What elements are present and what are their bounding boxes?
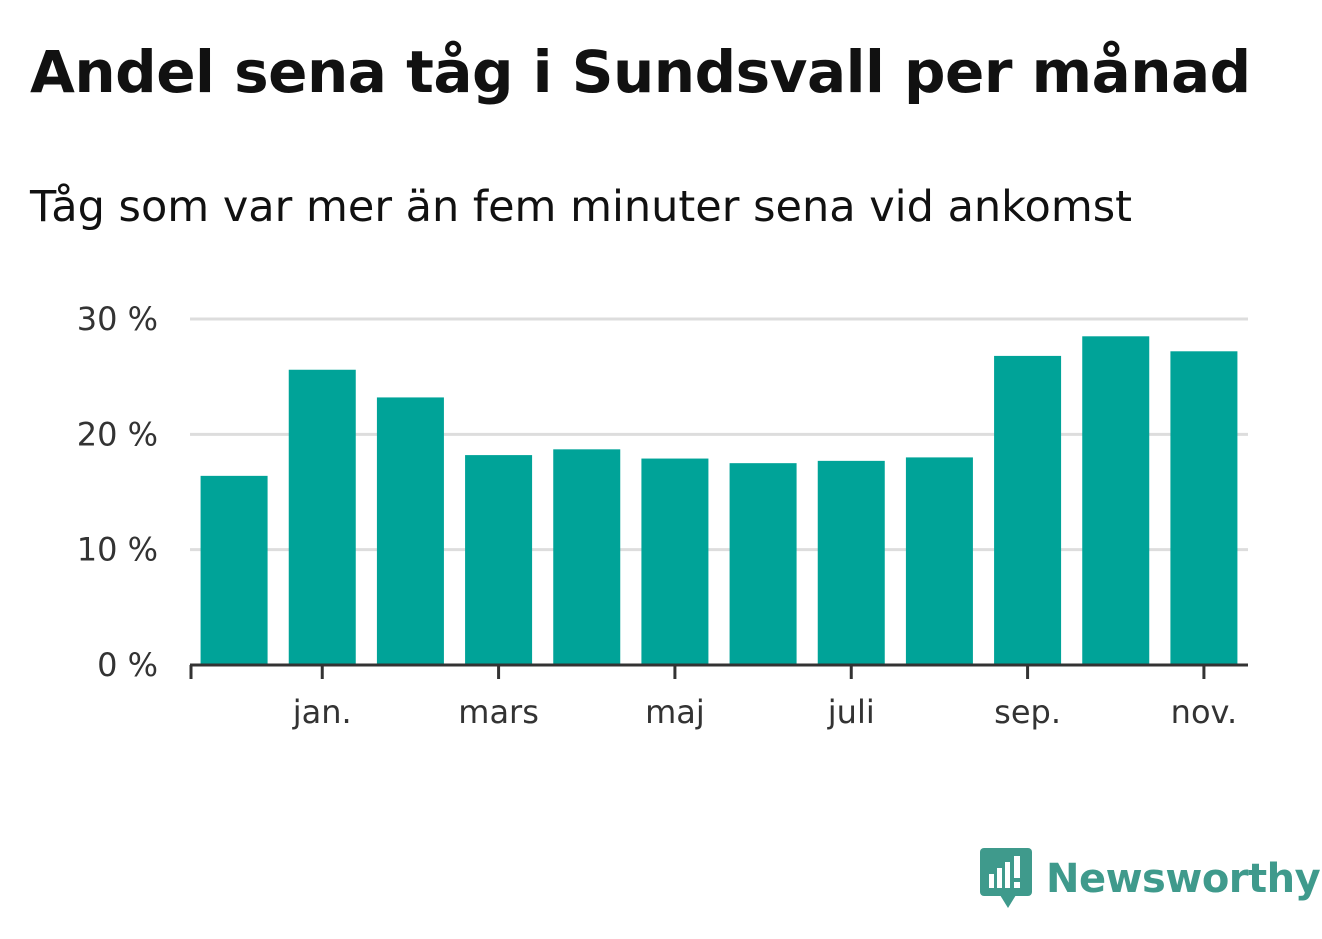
bar-juni bbox=[729, 463, 797, 665]
newsworthy-logo-icon bbox=[980, 848, 1032, 908]
bar-juli bbox=[817, 460, 885, 665]
x-tick-label: sep. bbox=[994, 693, 1061, 731]
bar-dec bbox=[200, 475, 268, 665]
bar-maj bbox=[641, 458, 709, 665]
grid-lines bbox=[190, 317, 1248, 552]
bar-aug bbox=[905, 457, 973, 665]
bar-mars bbox=[465, 455, 533, 665]
x-tick-label: juli bbox=[827, 693, 875, 731]
y-axis-labels: 0 % 10 % 20 % 30 % bbox=[77, 300, 158, 684]
bar-nov bbox=[1170, 351, 1238, 665]
x-tick-label: mars bbox=[458, 693, 539, 731]
y-tick-label: 20 % bbox=[77, 415, 158, 453]
bar-jan bbox=[288, 369, 356, 665]
x-tick-label: nov. bbox=[1171, 693, 1237, 731]
bars bbox=[200, 336, 1238, 665]
bar-chart: 0 % 10 % 20 % 30 % jan. mars maj juli sep. nov. bbox=[77, 300, 1248, 731]
bar-apr bbox=[553, 449, 621, 665]
bar-feb bbox=[376, 397, 444, 665]
y-tick-label: 10 % bbox=[77, 531, 158, 569]
x-axis: jan. mars maj juli sep. nov. bbox=[189, 663, 1248, 731]
bar-sep bbox=[994, 355, 1062, 665]
y-tick-label: 30 % bbox=[77, 300, 158, 338]
brand-logo: Newsworthy bbox=[980, 848, 1321, 910]
y-tick-label: 0 % bbox=[97, 646, 158, 684]
chart-subtitle: Tåg som var mer än fem minuter sena vid … bbox=[30, 182, 1133, 232]
x-tick-label: maj bbox=[645, 693, 705, 731]
bar-okt bbox=[1082, 336, 1150, 665]
brand-name: Newsworthy bbox=[1046, 856, 1321, 902]
chart-title: Andel sena tåg i Sundsvall per månad bbox=[30, 38, 1251, 106]
x-tick-label: jan. bbox=[292, 693, 352, 731]
